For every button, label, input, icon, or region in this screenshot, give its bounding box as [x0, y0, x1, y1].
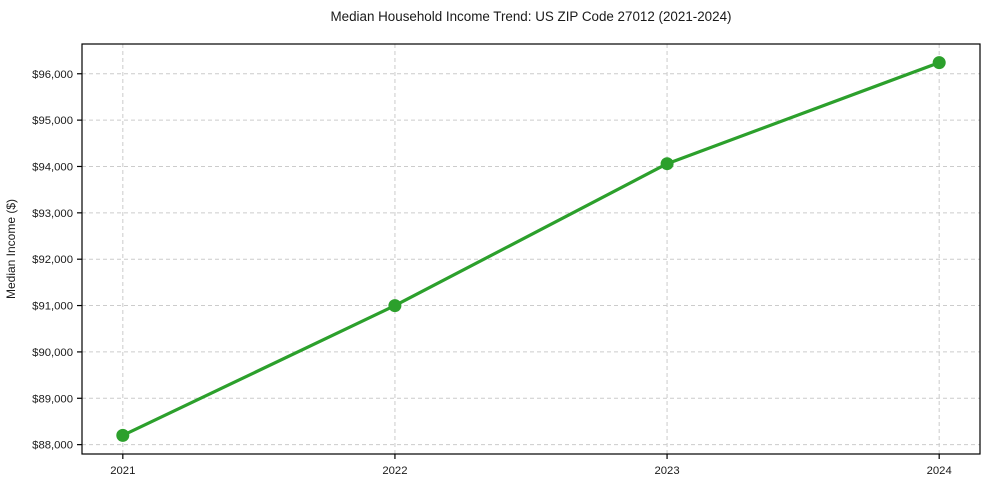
y-tick-label: $94,000	[32, 161, 73, 173]
x-tick-label: 2024	[927, 465, 952, 477]
y-tick-label: $92,000	[32, 254, 73, 266]
x-tick-label: 2021	[110, 465, 135, 477]
plot-area	[82, 44, 980, 454]
y-tick-label: $91,000	[32, 301, 73, 313]
chart-title: Median Household Income Trend: US ZIP Co…	[331, 9, 732, 24]
y-tick-label: $90,000	[32, 347, 73, 359]
x-tick-label: 2023	[654, 465, 679, 477]
income-line-series	[116, 56, 946, 442]
axis-ticks	[77, 73, 940, 459]
y-axis-label: Median Income ($)	[4, 199, 18, 299]
trend-line	[121, 61, 941, 437]
y-tick-label: $96,000	[32, 69, 73, 81]
data-point-marker	[932, 56, 946, 70]
data-point-marker	[660, 157, 674, 171]
data-point-marker	[116, 428, 130, 442]
y-tick-label: $88,000	[32, 440, 73, 452]
x-tick-labels: 2021 2022 2023 2024	[110, 465, 952, 477]
y-tick-label: $93,000	[32, 208, 73, 220]
y-tick-label: $95,000	[32, 115, 73, 127]
y-tick-labels: $88,000 $89,000 $90,000 $91,000 $92,000 $93,0…	[32, 69, 73, 452]
data-point-marker	[388, 299, 402, 313]
x-tick-label: 2022	[382, 465, 407, 477]
plot-border	[81, 43, 981, 455]
y-tick-label: $89,000	[32, 393, 73, 405]
gridlines	[82, 44, 980, 454]
